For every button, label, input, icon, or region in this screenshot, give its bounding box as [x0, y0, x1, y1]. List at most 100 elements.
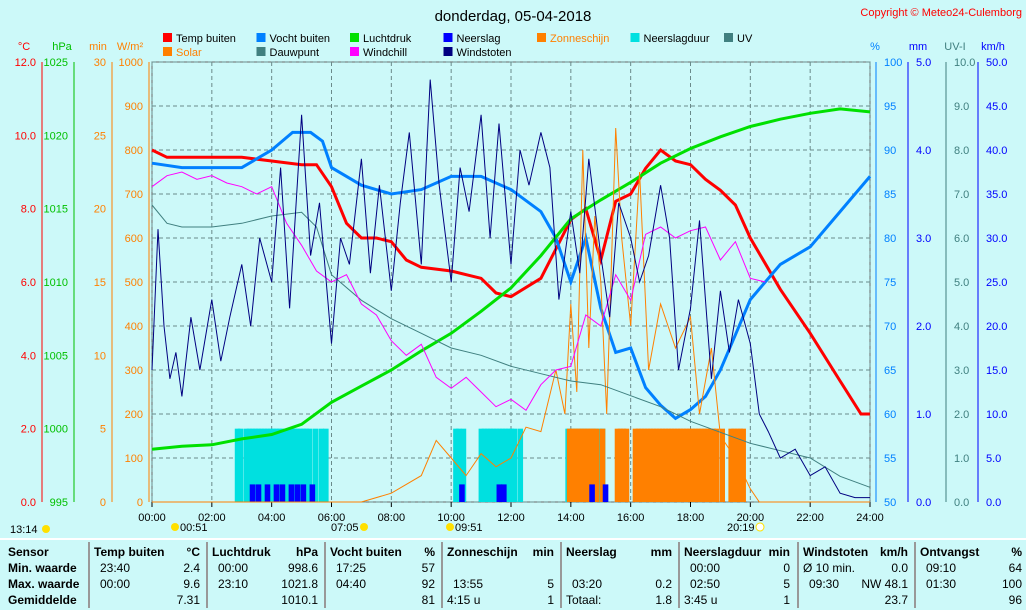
zonneschijn-bar — [674, 428, 681, 502]
uv-tick-label: 7.0 — [954, 189, 969, 201]
cell-time: 23:40 — [100, 561, 131, 575]
temp-tick-label: 8.0 — [21, 204, 36, 216]
x-tick-label: 00:00 — [138, 512, 166, 524]
cell-value: 92 — [421, 577, 435, 591]
legend-label: Luchtdruk — [363, 33, 412, 45]
event-sunset: 20:19 — [727, 522, 755, 534]
minutes-tick-label: 25 — [94, 130, 106, 142]
legend-swatch — [163, 47, 172, 56]
solar-tick-label: 800 — [125, 145, 143, 157]
column-header: Vocht buiten — [330, 545, 402, 559]
neerslagduur-bar — [490, 428, 497, 502]
humidity-tick-label: 50 — [884, 497, 896, 509]
legend-label: Neerslagduur — [644, 33, 710, 45]
legend-label: UV — [737, 33, 753, 45]
x-tick-label: 20:00 — [737, 512, 765, 524]
zonneschijn-bar — [647, 428, 654, 502]
neerslagduur-bar — [246, 428, 253, 502]
zonneschijn-bar — [623, 428, 630, 502]
cell-value: 0 — [783, 561, 790, 575]
legend-swatch — [443, 47, 453, 56]
solar-tick-label: 1000 — [119, 57, 143, 69]
wind-tick-label: 0.0 — [986, 497, 1001, 509]
row-label: Min. waarde — [8, 561, 77, 575]
neerslagduur-bar — [484, 428, 491, 502]
zonneschijn-bar — [713, 428, 720, 502]
neerslagduur-bar — [481, 428, 488, 502]
column-unit: mm — [650, 545, 672, 559]
temp-tick-label: 6.0 — [21, 277, 36, 289]
x-tick-label: 06:00 — [318, 512, 346, 524]
zonneschijn-bar — [572, 428, 579, 502]
neerslagduur-bar — [291, 428, 298, 502]
temp-axis-unit: °C — [18, 41, 30, 53]
x-tick-label: 12:00 — [497, 512, 525, 524]
neerslag-bar — [288, 484, 295, 502]
legend-label: Neerslag — [457, 33, 501, 45]
zonneschijn-bar — [701, 428, 708, 502]
x-tick-label: 22:00 — [796, 512, 824, 524]
cell-time: 23:10 — [218, 577, 249, 591]
neerslag-bar — [309, 484, 316, 502]
neerslag-bar — [255, 484, 262, 502]
legend-label: Zonneschijn — [550, 33, 609, 45]
temp-tick-label: 2.0 — [21, 424, 36, 436]
minutes-tick-label: 0 — [100, 497, 106, 509]
neerslag-bar — [459, 484, 465, 502]
neerslag-bar — [496, 484, 503, 502]
uv-tick-label: 8.0 — [954, 145, 969, 157]
legend-swatch — [163, 33, 172, 42]
cell-value: 23.7 — [884, 593, 908, 607]
zonneschijn-bar — [683, 428, 690, 502]
cell-time: 03:20 — [572, 577, 603, 591]
humidity-tick-label: 70 — [884, 321, 896, 333]
event-moonset: 09:51 — [455, 522, 483, 534]
series-dauwpunt — [151, 204, 871, 488]
uv-tick-label: 1.0 — [954, 453, 969, 465]
cell-value: 64 — [1008, 561, 1022, 575]
neerslagduur-bar — [276, 428, 283, 502]
minutes-tick-label: 10 — [94, 350, 106, 362]
column-divider — [324, 542, 326, 608]
column-header: Zonneschijn — [447, 545, 518, 559]
neerslagduur-bar — [288, 428, 295, 502]
minutes-axis-unit: min — [89, 41, 107, 53]
zonneschijn-bar — [590, 428, 597, 502]
series-solar — [152, 127, 870, 503]
zonneschijn-bar — [737, 428, 743, 502]
legend-swatch — [443, 33, 453, 42]
wind-tick-label: 15.0 — [986, 365, 1007, 377]
neerslagduur-bar — [499, 428, 506, 502]
neerslag-bar — [589, 484, 595, 502]
humidity-tick-label: 95 — [884, 101, 896, 113]
cell-value: 7.31 — [176, 593, 200, 607]
sunrise-icon — [360, 523, 368, 531]
x-tick-label: 08:00 — [378, 512, 406, 524]
cell-time: 01:30 — [926, 577, 957, 591]
zonneschijn-bar — [578, 428, 585, 502]
column-header: Sensor — [8, 545, 49, 559]
uv-tick-label: 6.0 — [954, 233, 969, 245]
uv-tick-label: 2.0 — [954, 409, 969, 421]
column-header: Neerslag — [566, 545, 617, 559]
zonneschijn-bar — [731, 428, 737, 502]
x-tick-label: 16:00 — [617, 512, 645, 524]
rain-tick-label: 5.0 — [916, 57, 931, 69]
solar-tick-label: 600 — [125, 233, 143, 245]
row-label: Gemiddelde — [8, 593, 77, 607]
column-header: Temp buiten — [94, 545, 165, 559]
neerslagduur-bar — [460, 428, 467, 502]
rain-tick-label: 4.0 — [916, 145, 931, 157]
solar-tick-label: 400 — [125, 321, 143, 333]
zonneschijn-bar — [569, 428, 576, 502]
zonneschijn-bar — [740, 428, 746, 502]
column-unit: min — [768, 545, 790, 559]
zonneschijn-bar — [593, 428, 600, 502]
zonneschijn-bar — [575, 428, 582, 502]
series-windstoten — [151, 79, 870, 499]
rain-tick-label: 0.0 — [916, 497, 931, 509]
neerslag-bar — [602, 484, 609, 502]
cell-time: 4:15 u — [447, 593, 481, 607]
cell-value: 100 — [1001, 577, 1022, 591]
wind-tick-label: 50.0 — [986, 57, 1007, 69]
